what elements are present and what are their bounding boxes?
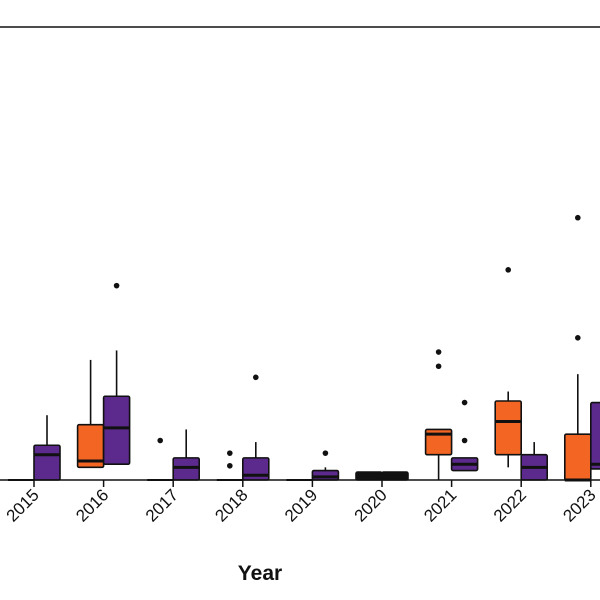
x-tick-label: 2017 (142, 485, 182, 525)
box-body (311, 469, 340, 481)
x-tick-label: 2019 (281, 485, 321, 525)
box-purple-2020 (381, 471, 409, 481)
box-purple-2017 (172, 429, 200, 481)
box-purple-2019 (311, 450, 340, 481)
outlier-point (575, 214, 581, 221)
box-orange-2017 (147, 437, 174, 481)
outlier-point (157, 437, 163, 444)
box-purple-2015 (33, 415, 61, 481)
box-purple-2018 (242, 374, 270, 481)
outlier-point (322, 450, 329, 456)
outlier-point (253, 374, 259, 381)
outlier-point (227, 450, 233, 456)
outlier-point (461, 399, 468, 406)
outlier-point (505, 267, 512, 273)
box-body (172, 457, 200, 481)
box-purple-2016 (102, 282, 131, 466)
box-body (33, 444, 61, 481)
box-orange-2022 (494, 267, 523, 468)
box-orange-2016 (76, 359, 105, 469)
box-orange-2020 (355, 471, 383, 481)
x-tick-label: 2021 (420, 485, 460, 525)
x-tick-label: 2023 (559, 485, 599, 525)
box-purple-2022 (520, 442, 549, 481)
x-tick-label: 2015 (3, 485, 43, 525)
x-tick-label: 2022 (490, 485, 530, 525)
x-ticks-layer: 2015 2016 2017 2018 2019 2020 2021 2022 2023 (3, 480, 600, 526)
box-body (102, 395, 131, 466)
boxes-layer (8, 214, 600, 482)
outlier-point (435, 349, 442, 355)
x-tick-label: 2020 (351, 485, 391, 525)
box-purple-2021 (450, 399, 479, 472)
box-body (590, 401, 600, 470)
x-axis-title: Year (238, 562, 282, 585)
box-body (424, 428, 453, 456)
box-orange-2018 (216, 450, 243, 481)
box-body (494, 400, 523, 456)
outlier-point (461, 437, 468, 444)
box-purple-2023 (590, 401, 600, 470)
outlier-point (435, 363, 442, 370)
box-body (563, 433, 592, 481)
outlier-point (575, 335, 581, 341)
box-orange-2023 (563, 214, 592, 482)
outlier-point (113, 282, 120, 289)
x-tick-label: 2016 (72, 485, 112, 525)
x-tick-label: 2018 (211, 485, 251, 525)
box-orange-2021 (424, 349, 453, 480)
outlier-point (227, 462, 233, 469)
